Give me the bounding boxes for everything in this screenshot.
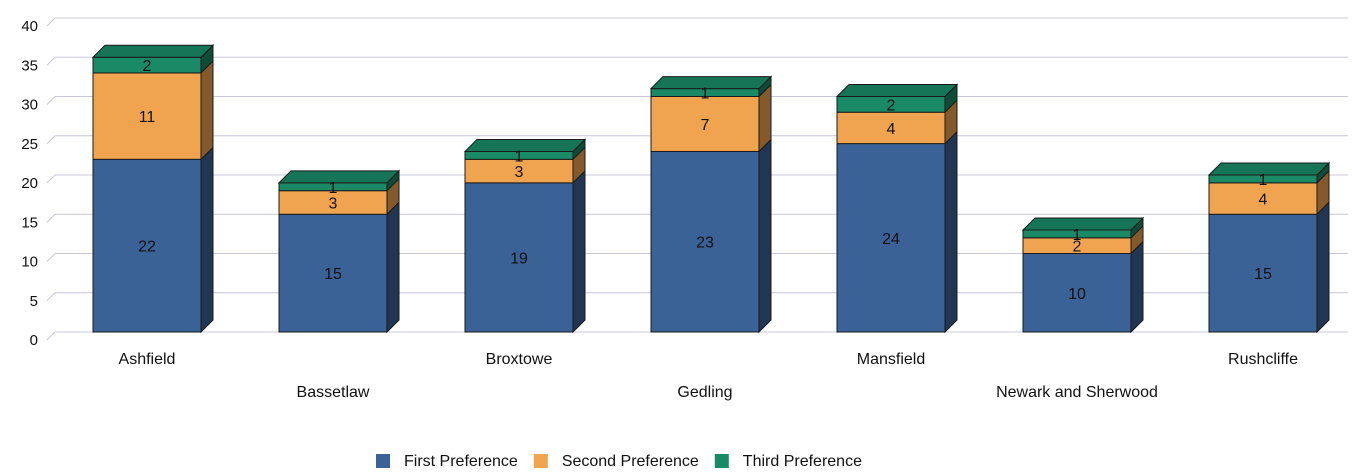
data-label: 1 (1259, 172, 1268, 189)
data-label: 1 (329, 180, 338, 197)
y-tick-label: 40 (21, 18, 38, 35)
bar-segment-side (572, 169, 586, 334)
grid-diagonal (46, 17, 56, 27)
bar-top-face (835, 84, 959, 97)
bar-segment-side (1130, 240, 1144, 334)
bar-top-face (277, 170, 401, 184)
grid-diagonal (46, 292, 56, 302)
bar-group: 10 21 (1021, 216, 1145, 334)
grid-diagonal (46, 96, 56, 105)
legend-label: Second Preference (562, 453, 699, 470)
y-tick-label: 0 (30, 332, 38, 349)
bar-segment (650, 150, 760, 333)
data-label: 2 (1073, 239, 1082, 256)
x-tick-label: Mansfield (857, 351, 925, 368)
data-label: 1 (1073, 227, 1082, 244)
bar-segment (836, 143, 946, 333)
bar-segment (278, 213, 388, 333)
bar-segment (1208, 182, 1318, 215)
legend-label: First Preference (404, 453, 518, 470)
bar-segment (650, 96, 760, 152)
grid-diagonal (46, 253, 56, 262)
bar-segment-side (1316, 201, 1330, 334)
legend: First Preference Second Preference Third P… (376, 453, 862, 470)
x-tick-label: Bassetlaw (297, 384, 370, 401)
data-label: 3 (515, 164, 524, 181)
y-tick-label: 20 (21, 175, 38, 192)
data-label: 2 (887, 97, 896, 114)
bar-segment-side (758, 138, 772, 334)
data-label: 3 (329, 195, 338, 212)
bar-group: 24 4 2 (835, 83, 959, 334)
x-tick-label: Ashfield (119, 351, 176, 368)
y-tick-label: 15 (21, 214, 38, 231)
legend-label: Third Preference (743, 453, 862, 470)
data-label: 19 (510, 250, 528, 267)
data-label: 11 (139, 109, 156, 126)
x-tick-label: Gedling (677, 384, 732, 401)
data-label: 15 (1254, 266, 1272, 283)
data-label: 22 (138, 239, 156, 256)
bar-segment-side (200, 146, 214, 334)
y-tick-label: 25 (21, 136, 38, 153)
y-axis-ticks: 0 5 10 15 20 25 30 35 40 (21, 18, 38, 349)
legend-swatch (533, 454, 548, 468)
bar-segment-side (200, 59, 214, 161)
bar-segment (1022, 253, 1132, 333)
grid-diagonal (46, 174, 56, 184)
bar-segment-side (386, 201, 400, 334)
data-label: 24 (882, 231, 900, 248)
legend-swatch (376, 454, 390, 468)
bar-segment (464, 182, 574, 333)
x-tick-label: Broxtowe (486, 351, 553, 368)
bar-group: 23 7 1 (649, 75, 773, 334)
data-label: 10 (1068, 286, 1086, 303)
data-label: 23 (696, 235, 714, 252)
data-label: 1 (515, 148, 524, 165)
data-label: 15 (324, 266, 342, 283)
y-tick-label: 5 (30, 293, 38, 310)
bar-segment (1208, 213, 1318, 333)
legend-swatch (714, 454, 729, 468)
x-tick-label: Newark and Sherwood (996, 384, 1158, 401)
y-tick-label: 35 (21, 57, 38, 74)
data-label: 4 (887, 121, 896, 138)
bar-top-face (1207, 162, 1331, 176)
data-label: 1 (701, 86, 710, 103)
bar-top-face (91, 44, 215, 58)
data-label: 7 (701, 117, 710, 134)
bar-top-face (463, 138, 587, 152)
bar-segment-side (944, 130, 958, 334)
bar-top-face (1021, 217, 1145, 231)
bar-group: 22 11 2 (91, 44, 215, 334)
grid-diagonal (46, 56, 56, 66)
y-tick-label: 10 (21, 254, 38, 271)
x-tick-label: Rushcliffe (1228, 351, 1298, 368)
data-label: 2 (143, 58, 152, 75)
bar-top-face (649, 76, 773, 90)
grid-diagonal (46, 135, 56, 145)
data-label: 4 (1259, 192, 1268, 209)
x-axis-labels: Ashfield Bassetlaw Broxtowe Gedling Mansfiel… (119, 351, 1299, 401)
y-tick-label: 30 (21, 97, 38, 114)
grid-diagonal (46, 213, 56, 223)
grid-diagonal (46, 331, 56, 341)
